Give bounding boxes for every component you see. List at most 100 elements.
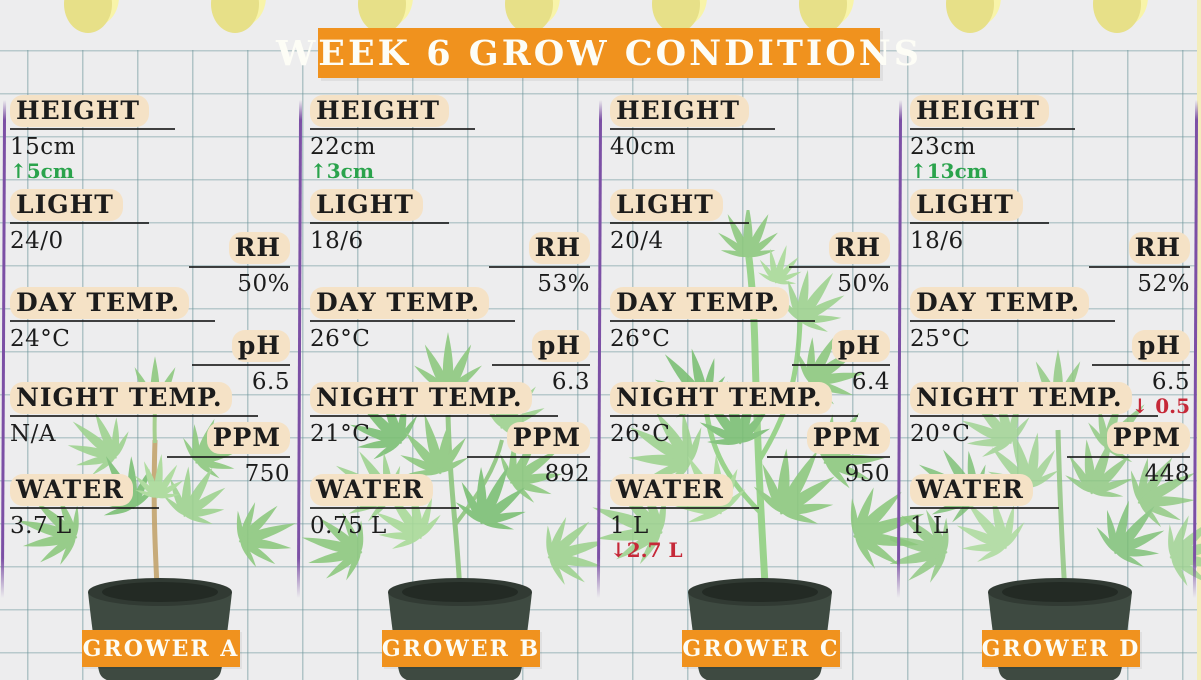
stat-water: WATER 3.7 L [10, 474, 159, 540]
stat-water: WATER 1 L ↓2.7 L [610, 474, 759, 563]
grower-panel-b: HEIGHT 22cm ↑3cm LIGHT 18/6 DAY TEMP. 26… [300, 0, 600, 680]
stat-height: HEIGHT 23cm ↑13cm [910, 95, 1075, 184]
height-value: 15cm [10, 134, 76, 161]
stat-label-ph: pH [791, 330, 890, 367]
height-change: ↑3cm [310, 159, 375, 184]
stat-label-height: HEIGHT [10, 95, 175, 131]
stat-light: LIGHT 20/4 [610, 189, 749, 255]
stat-ph: pH 6.4 [791, 330, 890, 396]
stat-rh: RH 50% [788, 232, 890, 298]
rh-value: 50% [837, 271, 890, 298]
stat-label-ppm: PPM [466, 422, 590, 459]
plant-illustration-b [300, 332, 600, 596]
stat-label-ppm: PPM [766, 422, 890, 459]
stat-rh: RH 50% [188, 232, 290, 298]
stat-label-water: WATER [610, 474, 759, 510]
height-change: ↑13cm [910, 159, 988, 184]
stat-night-temp: NIGHT TEMP. 20°C [910, 382, 1158, 448]
plant-illustration-d [890, 349, 1201, 595]
rh-value: 52% [1137, 271, 1190, 298]
stat-label-rh: RH [788, 232, 890, 269]
grower-label: GROWER B [382, 630, 540, 667]
stat-ppm: PPM 892 [466, 422, 590, 488]
stat-label-ph: pH [191, 330, 290, 367]
stat-night-temp: NIGHT TEMP. N/A [10, 382, 258, 448]
stat-label-day-temp: DAY TEMP. [610, 287, 816, 323]
ppm-value: 448 [1144, 461, 1190, 488]
yellow-pin-icon [505, 0, 560, 33]
stat-label-light: LIGHT [910, 189, 1049, 225]
day-temp-value: 24°C [10, 326, 71, 353]
ph-value: 6.5 [1151, 369, 1190, 396]
stat-day-temp: DAY TEMP. 26°C [310, 287, 516, 353]
light-value: 20/4 [610, 228, 664, 255]
ppm-value: 892 [544, 461, 590, 488]
stat-label-water: WATER [10, 474, 159, 510]
night-temp-value: N/A [10, 421, 56, 448]
stat-night-temp: NIGHT TEMP. 21°C [310, 382, 558, 448]
stat-day-temp: DAY TEMP. 25°C [910, 287, 1116, 353]
ph-change: ↓ 0.5 [1131, 394, 1190, 419]
stat-day-temp: DAY TEMP. 24°C [10, 287, 216, 353]
stat-ppm: PPM 448 [1066, 422, 1190, 488]
stat-label-ppm: PPM [1066, 422, 1190, 459]
stat-light: LIGHT 18/6 [910, 189, 1049, 255]
day-temp-value: 26°C [610, 326, 671, 353]
ppm-value: 950 [844, 461, 890, 488]
day-temp-value: 25°C [910, 326, 971, 353]
grower-label: GROWER C [682, 630, 840, 667]
stat-label-ph: pH [491, 330, 590, 367]
stat-night-temp: NIGHT TEMP. 26°C [610, 382, 858, 446]
stat-label-day-temp: DAY TEMP. [910, 287, 1116, 323]
page-edge-strip [1197, 0, 1201, 680]
stat-label-light: LIGHT [310, 189, 449, 225]
height-change: ↑5cm [10, 159, 75, 184]
stat-rh: RH 52% [1088, 232, 1190, 298]
day-temp-value: 26°C [310, 326, 371, 353]
grower-panel-d: HEIGHT 23cm ↑13cm LIGHT 18/6 DAY TEMP. 2… [900, 0, 1200, 680]
grower-label: GROWER D [982, 630, 1140, 667]
rh-value: 50% [237, 271, 290, 298]
stat-label-light: LIGHT [10, 189, 149, 225]
stat-ph: pH 6.3 [491, 330, 590, 396]
stat-label-rh: RH [1088, 232, 1190, 269]
stat-height: HEIGHT 15cm ↑5cm [10, 95, 175, 184]
ph-value: 6.4 [851, 369, 890, 396]
stat-label-night-temp: NIGHT TEMP. [910, 382, 1158, 418]
stat-label-height: HEIGHT [910, 95, 1075, 131]
rh-value: 53% [537, 271, 590, 298]
stat-ph: pH 6.5 [191, 330, 290, 396]
height-value: 22cm [310, 134, 376, 161]
stat-label-water: WATER [910, 474, 1059, 510]
grower-label: GROWER A [82, 630, 240, 667]
water-value: 3.7 L [10, 513, 72, 540]
light-value: 24/0 [10, 228, 64, 255]
stat-label-water: WATER [310, 474, 459, 510]
stat-ph: pH 6.5 ↓ 0.5 [1091, 330, 1190, 419]
height-value: 40cm [610, 134, 676, 161]
ph-value: 6.5 [251, 369, 290, 396]
title-banner: WEEK 6 GROW CONDITIONS [276, 28, 919, 78]
stat-day-temp: DAY TEMP. 26°C [610, 287, 816, 353]
grower-panel-a: HEIGHT 15cm ↑5cm LIGHT 24/0 DAY TEMP. 24… [0, 0, 300, 680]
water-change: ↓2.7 L [610, 538, 683, 563]
stat-ppm: PPM 750 [166, 422, 290, 486]
stat-ppm: PPM 950 [766, 422, 890, 488]
water-value: 1 L [610, 513, 649, 540]
night-temp-value: 21°C [310, 421, 371, 448]
night-temp-value: 20°C [910, 421, 971, 448]
water-value: 0.75 L [310, 513, 387, 540]
stat-water: WATER 1 L [910, 474, 1059, 540]
water-value: 1 L [910, 513, 949, 540]
stat-label-night-temp: NIGHT TEMP. [10, 382, 258, 418]
height-value: 23cm [910, 134, 976, 161]
light-value: 18/6 [910, 228, 964, 255]
stat-light: LIGHT 18/6 [310, 189, 449, 255]
stat-label-day-temp: DAY TEMP. [310, 287, 516, 323]
stat-water: WATER 0.75 L [310, 474, 459, 540]
stat-label-ph: pH [1091, 330, 1190, 367]
light-value: 18/6 [310, 228, 364, 255]
stat-label-rh: RH [488, 232, 590, 269]
stat-label-height: HEIGHT [310, 95, 475, 131]
